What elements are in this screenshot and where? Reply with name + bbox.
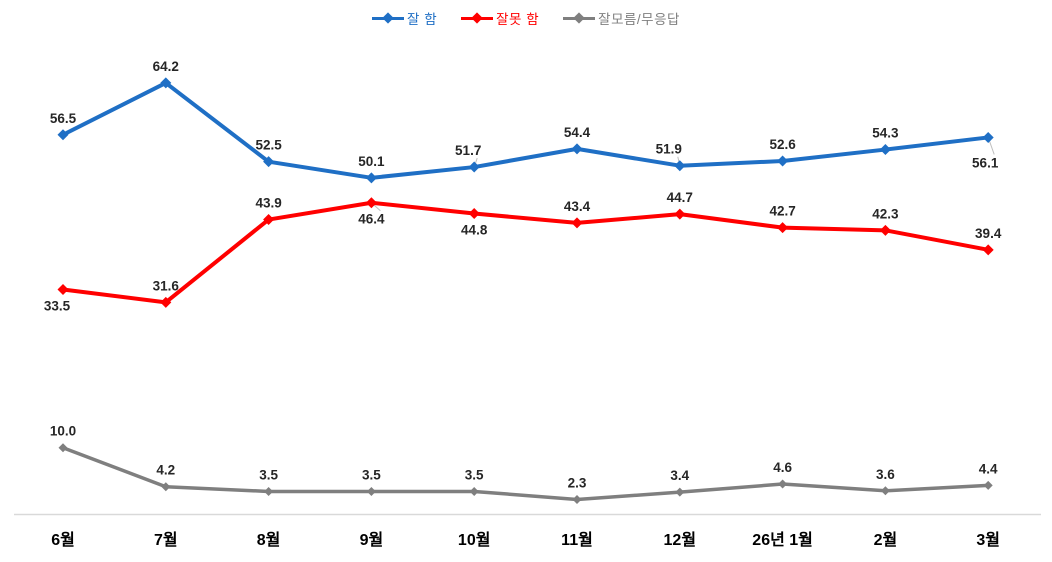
legend-label: 잘모름/무응답 — [598, 12, 680, 27]
legend-line-diamond-icon — [372, 12, 405, 24]
diamond-marker — [365, 172, 377, 184]
data-label: 64.2 — [153, 59, 179, 74]
data-label: 42.7 — [769, 204, 795, 219]
x-axis-label: 10월 — [458, 531, 491, 549]
x-axis-label: 26년 1월 — [752, 530, 813, 549]
legend-item-2: 잘모름/무응답 — [563, 8, 680, 28]
diamond-marker — [264, 486, 274, 496]
diamond-marker — [879, 224, 891, 236]
diamond-marker — [366, 486, 376, 496]
series-line-1 — [61, 200, 991, 305]
diamond-marker — [57, 129, 69, 141]
data-label: 4.6 — [773, 460, 792, 475]
data-label: 54.3 — [872, 126, 899, 141]
diamond-marker — [879, 144, 891, 156]
diamond-marker — [777, 222, 789, 234]
diamond-marker — [263, 214, 275, 226]
diamond-marker — [469, 486, 479, 496]
legend-label: 잘못 함 — [496, 12, 540, 27]
legend-line-diamond-icon — [563, 12, 596, 24]
diamond-marker — [57, 284, 69, 296]
x-axis-label: 6월 — [51, 531, 75, 549]
data-label: 3.5 — [362, 467, 381, 482]
data-label: 52.5 — [255, 138, 282, 153]
x-axis-label: 2월 — [874, 531, 898, 549]
diamond-marker — [160, 77, 172, 89]
data-label: 4.2 — [156, 463, 175, 478]
diamond-marker — [365, 197, 377, 209]
diamond-marker — [160, 296, 172, 308]
diamond-marker — [58, 443, 68, 453]
data-label: 3.4 — [670, 468, 689, 483]
diamond-marker — [674, 160, 686, 172]
data-label: 43.9 — [255, 196, 281, 211]
data-label: 39.4 — [975, 226, 1002, 241]
chart-legend: 잘 함 잘못 함 잘모름/무응답 — [0, 8, 1052, 28]
data-label: 2.3 — [568, 476, 587, 491]
x-axis-label: 8월 — [257, 531, 281, 549]
diamond-marker — [982, 244, 994, 256]
data-label: 56.1 — [972, 155, 999, 170]
diamond-marker — [983, 480, 993, 490]
data-label: 56.5 — [50, 111, 77, 126]
data-label: 31.6 — [153, 278, 180, 293]
data-label: 44.7 — [667, 190, 693, 205]
legend-line-diamond-icon — [461, 12, 494, 24]
data-label: 52.6 — [769, 137, 796, 152]
data-label: 10.0 — [50, 424, 76, 439]
diamond-marker — [161, 482, 171, 492]
diamond-marker — [571, 143, 583, 155]
x-axis-label: 9월 — [360, 531, 384, 549]
data-label: 42.3 — [872, 206, 899, 221]
data-label: 51.9 — [656, 142, 682, 157]
x-axis-label: 11월 — [561, 531, 593, 549]
diamond-marker — [777, 155, 789, 167]
x-axis-label: 7월 — [154, 531, 178, 549]
diamond-marker — [674, 208, 686, 220]
diamond-marker — [571, 217, 583, 229]
x-axis-label: 3월 — [976, 531, 1000, 549]
diamond-marker — [263, 156, 275, 168]
data-label: 54.4 — [564, 125, 591, 140]
data-label: 3.5 — [465, 467, 484, 482]
x-axis-label: 12월 — [664, 531, 697, 549]
legend-item-1: 잘못 함 — [461, 8, 539, 28]
diamond-marker — [468, 207, 480, 219]
data-label: 3.6 — [876, 467, 895, 482]
series-line-2 — [61, 445, 990, 502]
series-line-0 — [61, 80, 991, 180]
diamond-marker — [982, 131, 994, 143]
data-label: 46.4 — [358, 212, 385, 227]
data-label: 4.4 — [979, 461, 998, 476]
legend-item-0: 잘 함 — [372, 8, 437, 28]
diamond-marker — [468, 161, 480, 173]
data-label: 50.1 — [358, 154, 385, 169]
diamond-marker — [778, 479, 788, 489]
data-label: 33.5 — [44, 299, 71, 314]
legend-label: 잘 함 — [407, 12, 438, 27]
data-label: 44.8 — [461, 222, 488, 237]
diamond-marker — [880, 486, 890, 496]
diamond-marker — [675, 487, 685, 497]
data-label: 43.4 — [564, 199, 591, 214]
data-label: 51.7 — [455, 143, 481, 158]
data-label: 3.5 — [259, 467, 278, 482]
diamond-marker — [572, 495, 582, 505]
